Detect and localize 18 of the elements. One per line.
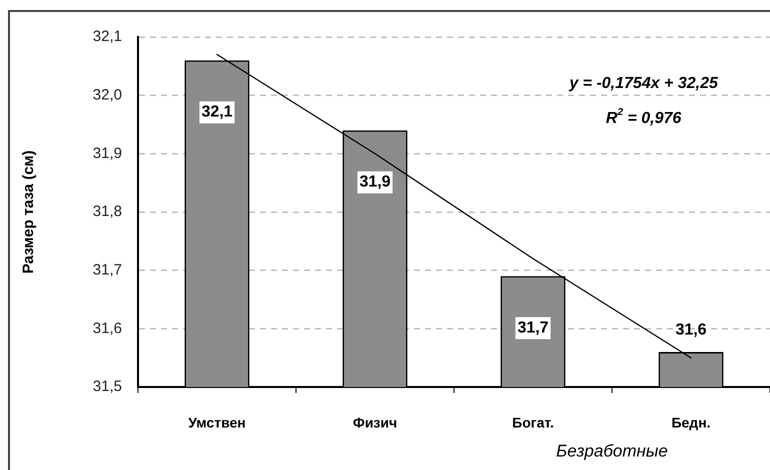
x-tick-label: Физич (352, 414, 398, 430)
x-tick-label: Умствен (188, 414, 246, 430)
y-tick-label: 31,8 (92, 203, 122, 220)
y-tick-label: 32,0 (92, 86, 122, 104)
x-axis-title: Безработные (556, 442, 668, 461)
y-axis-title: Размер таза (см) (20, 150, 38, 274)
y-tick-label: 31,9 (92, 144, 122, 162)
y-tick-label: 32,1 (92, 28, 122, 46)
y-tick-label: 31,5 (92, 378, 122, 396)
data-label: 32,1 (201, 104, 233, 121)
y-tick-label: 31,6 (92, 320, 122, 337)
data-label: 31,9 (359, 174, 391, 191)
y-tick-label: 31,7 (92, 261, 122, 278)
data-label: 31,7 (517, 320, 549, 337)
x-tick-label: Богат. (512, 414, 554, 430)
data-label: 31,6 (675, 321, 707, 338)
x-tick-label: Бедн. (671, 414, 711, 430)
annotation: y = -0,1754x + 32,25 (568, 74, 719, 92)
